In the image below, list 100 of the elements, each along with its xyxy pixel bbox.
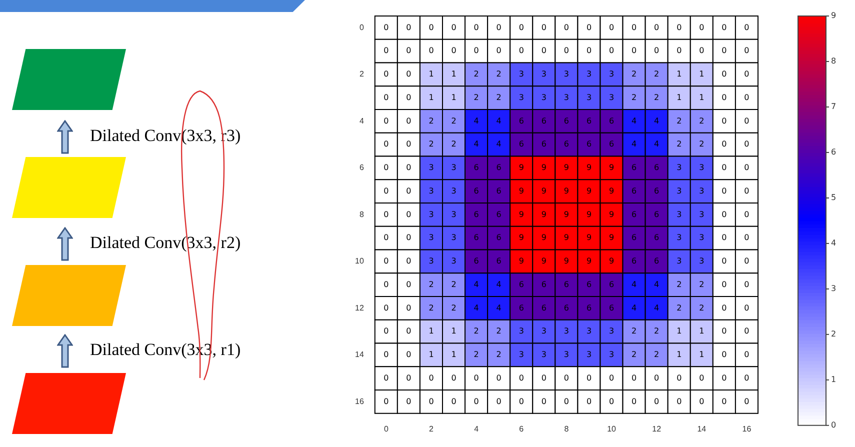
data-label: 0 <box>406 326 412 336</box>
data-label: 0 <box>676 396 682 406</box>
data-label: 1 <box>676 92 682 102</box>
data-label: 0 <box>744 140 750 149</box>
data-label: 3 <box>586 326 592 336</box>
data-label: 9 <box>518 233 524 242</box>
data-label: 3 <box>586 70 592 79</box>
data-label: 9 <box>564 186 569 196</box>
data-label: 0 <box>744 396 750 406</box>
data-label: 0 <box>384 303 389 312</box>
data-label: 0 <box>406 373 412 382</box>
data-label: 0 <box>384 350 389 360</box>
data-label: 2 <box>676 140 682 149</box>
data-label: 9 <box>541 256 546 266</box>
data-label: 1 <box>699 70 704 79</box>
data-label: 1 <box>451 92 456 102</box>
data-label: 0 <box>722 280 727 289</box>
data-label: 0 <box>406 163 412 172</box>
data-label: 0 <box>406 70 412 79</box>
data-label: 6 <box>564 280 569 289</box>
data-label: 3 <box>699 186 704 196</box>
data-label: 2 <box>632 350 637 360</box>
data-label: 3 <box>518 326 524 336</box>
data-label: 4 <box>654 140 660 149</box>
data-label: 0 <box>564 373 569 382</box>
data-label: 4 <box>654 303 660 312</box>
data-label: 0 <box>564 22 569 32</box>
data-label: 6 <box>586 140 592 149</box>
data-label: 9 <box>586 233 592 242</box>
data-label: 0 <box>541 46 546 56</box>
data-label: 3 <box>451 163 456 172</box>
data-label: 2 <box>451 116 456 126</box>
data-label: 3 <box>451 233 456 242</box>
data-label: 2 <box>474 92 479 102</box>
data-label: 0 <box>564 46 569 56</box>
data-label: 3 <box>451 186 456 196</box>
data-label: 0 <box>722 396 727 406</box>
data-label: 0 <box>384 140 389 149</box>
data-label: 1 <box>699 326 704 336</box>
data-label: 6 <box>608 140 614 149</box>
data-label: 2 <box>699 303 704 312</box>
data-label: 3 <box>541 326 546 336</box>
data-label: 0 <box>676 46 682 56</box>
data-label: 0 <box>632 46 637 56</box>
color-bar-label: 2 <box>831 330 836 338</box>
data-label: 6 <box>654 186 660 196</box>
data-label: 0 <box>474 22 479 32</box>
data-label: 4 <box>654 280 660 289</box>
data-label: 3 <box>676 163 682 172</box>
data-label: 6 <box>518 116 524 126</box>
data-label: 3 <box>428 210 434 219</box>
data-label: 9 <box>586 163 592 172</box>
data-label: 6 <box>564 140 569 149</box>
data-label: 0 <box>744 350 750 360</box>
data-label: 3 <box>564 70 569 79</box>
data-label: 4 <box>654 116 660 126</box>
data-label: 9 <box>608 163 614 172</box>
data-label: 3 <box>699 233 704 242</box>
data-label: 2 <box>428 303 434 312</box>
data-label: 6 <box>608 303 614 312</box>
data-label: 3 <box>699 256 704 266</box>
data-label: 6 <box>608 116 614 126</box>
data-label: 0 <box>608 396 614 406</box>
data-label: 2 <box>632 326 637 336</box>
x-tick-label: 8 <box>564 424 570 434</box>
data-label: 0 <box>722 233 727 242</box>
data-label: 6 <box>541 140 546 149</box>
data-label: 0 <box>699 46 704 56</box>
data-label: 2 <box>474 350 479 360</box>
data-label: 0 <box>406 303 412 312</box>
data-label: 0 <box>384 46 389 56</box>
data-label: 6 <box>474 186 479 196</box>
data-label: 0 <box>384 186 389 196</box>
data-label: 0 <box>722 210 727 219</box>
data-label: 0 <box>722 186 727 196</box>
data-label: 3 <box>608 326 614 336</box>
data-label: 3 <box>428 256 434 266</box>
data-label: 0 <box>586 46 592 56</box>
data-label: 0 <box>744 92 750 102</box>
data-label: 0 <box>406 396 412 406</box>
data-label: 0 <box>474 396 479 406</box>
data-label: 0 <box>744 116 750 126</box>
data-label: 2 <box>632 70 637 79</box>
data-label: 2 <box>451 303 456 312</box>
data-label: 2 <box>654 70 660 79</box>
color-bar-label: 9 <box>831 11 836 20</box>
data-label: 3 <box>676 186 682 196</box>
data-label: 2 <box>699 140 704 149</box>
data-label: 3 <box>586 350 592 360</box>
data-label: 3 <box>541 350 546 360</box>
x-tick-label: 10 <box>607 424 617 434</box>
data-label: 2 <box>654 350 660 360</box>
data-label: 3 <box>676 233 682 242</box>
data-label: 9 <box>518 210 524 219</box>
data-label: 0 <box>744 326 750 336</box>
data-label: 2 <box>699 280 704 289</box>
data-label: 1 <box>428 70 434 79</box>
data-label: 3 <box>699 163 704 172</box>
data-label: 1 <box>676 326 682 336</box>
data-label: 6 <box>586 116 592 126</box>
